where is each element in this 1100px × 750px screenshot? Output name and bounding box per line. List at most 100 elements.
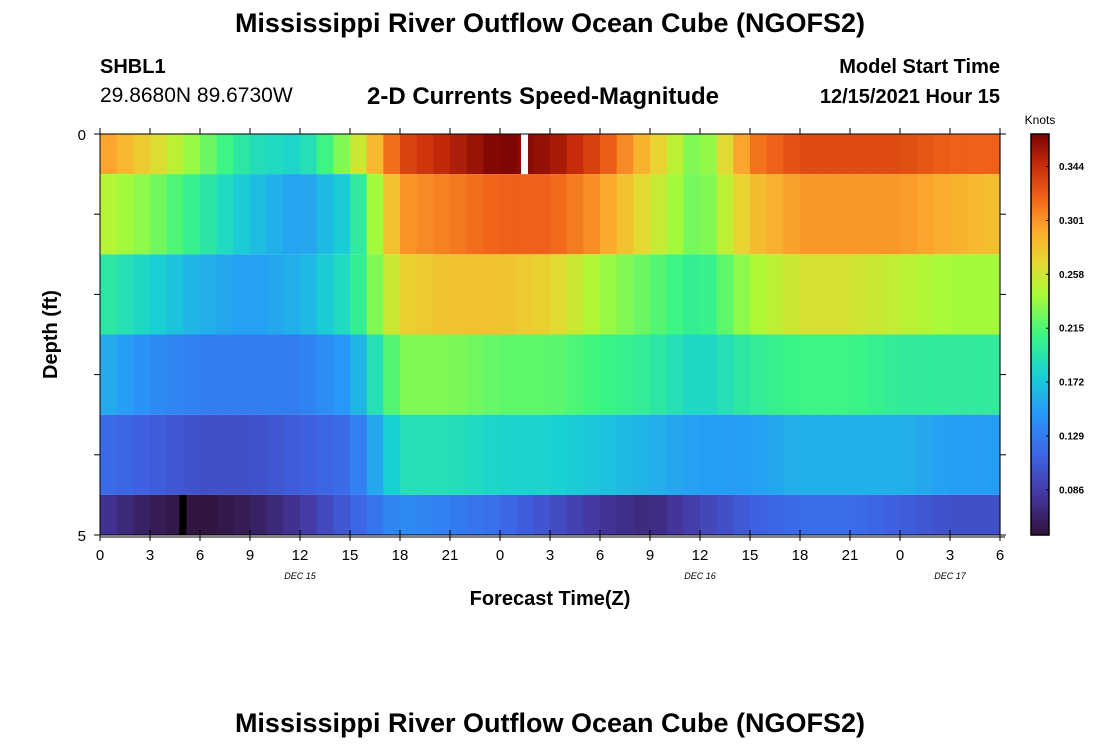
heatmap-cell <box>150 174 168 255</box>
heatmap-cell <box>916 494 934 535</box>
heatmap-cell <box>600 254 618 335</box>
heatmap-cell <box>650 254 668 335</box>
heatmap-cell <box>266 334 284 415</box>
heatmap-cell <box>650 174 668 255</box>
heatmap-cell <box>966 494 984 535</box>
heatmap-cell <box>966 174 984 255</box>
heatmap-cell <box>383 254 401 335</box>
heatmap-cell <box>783 134 801 175</box>
heatmap-cell <box>800 174 818 255</box>
heatmap-cell <box>133 174 151 255</box>
colorbar-bar <box>1030 133 1050 536</box>
heatmap-cell <box>833 134 851 175</box>
heatmap-cell <box>750 254 768 335</box>
heatmap-cell <box>733 494 751 535</box>
x-tick-label: 12 <box>692 547 709 564</box>
heatmap-cell <box>300 254 318 335</box>
heatmap-cell <box>416 494 434 535</box>
heatmap-cell <box>416 134 434 175</box>
heatmap-cell <box>850 174 868 255</box>
heatmap-cell <box>416 174 434 255</box>
heatmap-cell <box>566 414 584 495</box>
heatmap-cell <box>983 254 1001 335</box>
heatmap-cell <box>733 174 751 255</box>
heatmap-cell <box>683 174 701 255</box>
heatmap-cell <box>183 334 201 415</box>
heatmap-cell <box>900 134 918 175</box>
x-axis: 0 3 6 9 12 15 18 21 0 3 6 9 12 15 18 21 0 3 6 DEC 15 DEC 16 D… <box>96 128 1005 581</box>
heatmap-cell <box>716 414 734 495</box>
heatmap-cell <box>500 334 518 415</box>
heatmap-cell <box>216 134 234 175</box>
heatmap-cell <box>866 414 884 495</box>
heatmap-cell <box>650 334 668 415</box>
x-tick-label: 21 <box>442 547 459 564</box>
heatmap-cell <box>600 174 618 255</box>
heatmap-cell <box>216 414 234 495</box>
heatmap-cell <box>116 494 134 535</box>
heatmap-cells <box>100 134 1001 535</box>
heatmap-cell <box>266 174 284 255</box>
x-date-label: DEC 16 <box>684 571 716 581</box>
heatmap-cell <box>116 134 134 175</box>
heatmap-cell <box>533 134 551 175</box>
heatmap-cell <box>300 174 318 255</box>
heatmap-cell <box>100 254 118 335</box>
heatmap-cell <box>100 134 118 175</box>
heatmap-cell <box>933 254 951 335</box>
model-start-value: 12/15/2021 Hour 15 <box>819 86 1000 108</box>
heatmap-cell <box>950 334 968 415</box>
heatmap-cell <box>350 254 368 335</box>
heatmap-cell <box>416 414 434 495</box>
colorbar-tick-label: 0.172 <box>1059 378 1084 389</box>
heatmap-cell <box>933 334 951 415</box>
heatmap-cell <box>983 414 1001 495</box>
heatmap-cell <box>433 414 451 495</box>
heatmap-cell <box>166 414 184 495</box>
heatmap-cell <box>950 134 968 175</box>
heatmap-cell <box>216 334 234 415</box>
colorbar: Knots 0.086 0.129 0.172 0.215 0.258 0.301 0.34… <box>1025 113 1084 536</box>
heatmap-cell <box>233 254 251 335</box>
heatmap-cell <box>850 134 868 175</box>
heatmap-cell <box>150 134 168 175</box>
heatmap-cell <box>400 494 418 535</box>
x-tick-label: 3 <box>946 547 954 564</box>
heatmap-cell <box>666 134 684 175</box>
heatmap-cell <box>666 414 684 495</box>
heatmap-cell <box>816 254 834 335</box>
heatmap-cell <box>516 174 534 255</box>
heatmap-cell <box>900 334 918 415</box>
heatmap-cell <box>283 254 301 335</box>
heatmap-cell <box>316 334 334 415</box>
heatmap-cell <box>983 174 1001 255</box>
heatmap-cell <box>183 134 201 175</box>
heatmap-cell <box>333 174 351 255</box>
second-chart-title: Mississippi River Outflow Ocean Cube (NG… <box>234 708 866 738</box>
heatmap-cell <box>333 494 351 535</box>
heatmap-cell <box>583 254 601 335</box>
heatmap-cell <box>516 494 534 535</box>
heatmap-cell <box>150 334 168 415</box>
heatmap-cell <box>800 494 818 535</box>
heatmap-cell <box>366 174 384 255</box>
y-tick-label: 0 <box>78 127 86 144</box>
station-coordinates: 29.8680N 89.6730W <box>100 84 293 107</box>
heatmap-cell <box>733 334 751 415</box>
heatmap-cell <box>550 254 568 335</box>
heatmap-cell <box>466 494 484 535</box>
heatmap-cell <box>700 494 718 535</box>
heatmap-cell <box>216 254 234 335</box>
heatmap-cell <box>916 134 934 175</box>
heatmap-cell <box>850 494 868 535</box>
heatmap-cell <box>283 334 301 415</box>
heatmap-cell <box>316 414 334 495</box>
heatmap-cell <box>200 174 218 255</box>
y-tick-label: 5 <box>78 528 86 545</box>
heatmap-cell <box>633 334 651 415</box>
x-date-label: DEC 15 <box>284 571 317 581</box>
heatmap-cell <box>133 134 151 175</box>
heatmap-cell <box>100 334 118 415</box>
heatmap-cell <box>466 134 484 175</box>
heatmap-cell <box>900 414 918 495</box>
